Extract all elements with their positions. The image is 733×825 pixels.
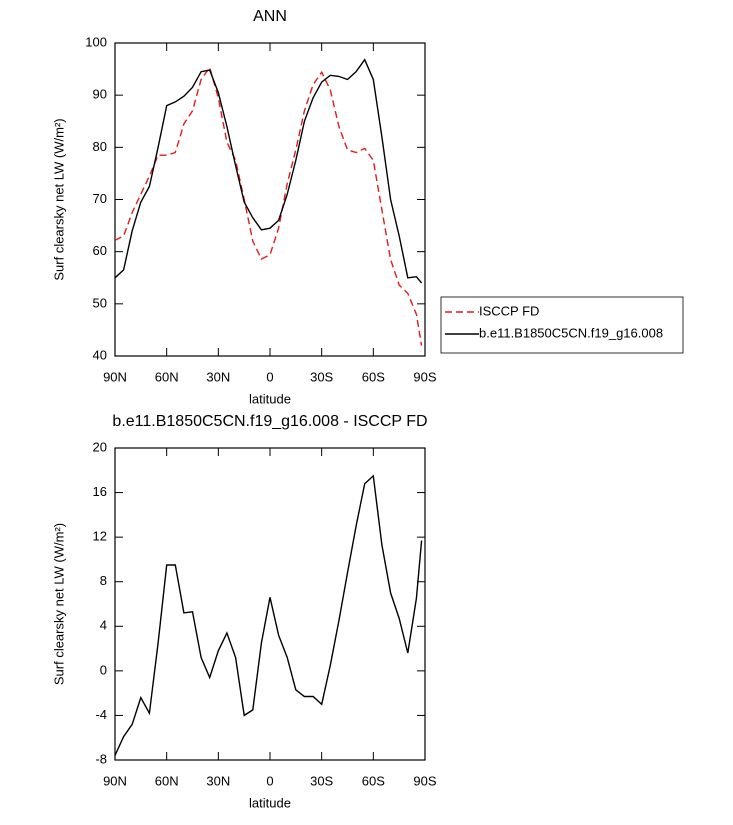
x-tick-label: 30S: [310, 369, 333, 384]
x-tick-label: 90N: [103, 369, 127, 384]
y-tick-label: 90: [93, 87, 107, 102]
plot-frame: [114, 447, 426, 761]
legend-label: b.e11.B1850C5CN.f19_g16.008: [479, 325, 663, 340]
y-axis-label: Surf clearsky net LW (W/m²): [51, 118, 66, 280]
data-line: [114, 65, 423, 346]
y-tick-label: -8: [95, 751, 107, 766]
x-axis-label: latitude: [249, 391, 291, 406]
y-tick-label: 100: [85, 34, 107, 49]
x-tick-label: 0: [266, 773, 273, 788]
y-tick-label: 12: [93, 529, 107, 544]
plot-frame: [114, 42, 426, 357]
y-tick-label: 20: [93, 439, 107, 454]
y-tick-label: 8: [100, 573, 107, 588]
x-tick-label: 30S: [310, 773, 333, 788]
data-line: [114, 58, 423, 284]
x-tick-label: 90N: [103, 773, 127, 788]
chart-title: ANN: [253, 8, 287, 25]
legend-box: [440, 296, 684, 354]
x-tick-label: 0: [266, 369, 273, 384]
x-tick-label: 90S: [413, 369, 436, 384]
x-tick-label: 30N: [206, 773, 230, 788]
x-axis-label: latitude: [249, 795, 291, 810]
x-tick-label: 60S: [362, 773, 385, 788]
y-tick-label: 60: [93, 243, 107, 258]
y-tick-label: -4: [95, 707, 107, 722]
y-axis-label: Surf clearsky net LW (W/m²): [51, 523, 66, 685]
y-tick-label: 16: [93, 484, 107, 499]
y-tick-label: 40: [93, 347, 107, 362]
chart-title: b.e11.B1850C5CN.f19_g16.008 - ISCCP FD: [112, 413, 427, 430]
y-tick-label: 80: [93, 139, 107, 154]
x-tick-label: 60S: [362, 369, 385, 384]
legend-label: ISCCP FD: [479, 303, 539, 318]
y-tick-label: 4: [100, 618, 107, 633]
data-line: [114, 474, 423, 756]
x-tick-label: 60N: [155, 773, 179, 788]
y-tick-label: 0: [100, 662, 107, 677]
x-tick-label: 60N: [155, 369, 179, 384]
x-tick-label: 30N: [206, 369, 230, 384]
x-tick-label: 90S: [413, 773, 436, 788]
y-tick-label: 50: [93, 295, 107, 310]
y-tick-label: 70: [93, 191, 107, 206]
